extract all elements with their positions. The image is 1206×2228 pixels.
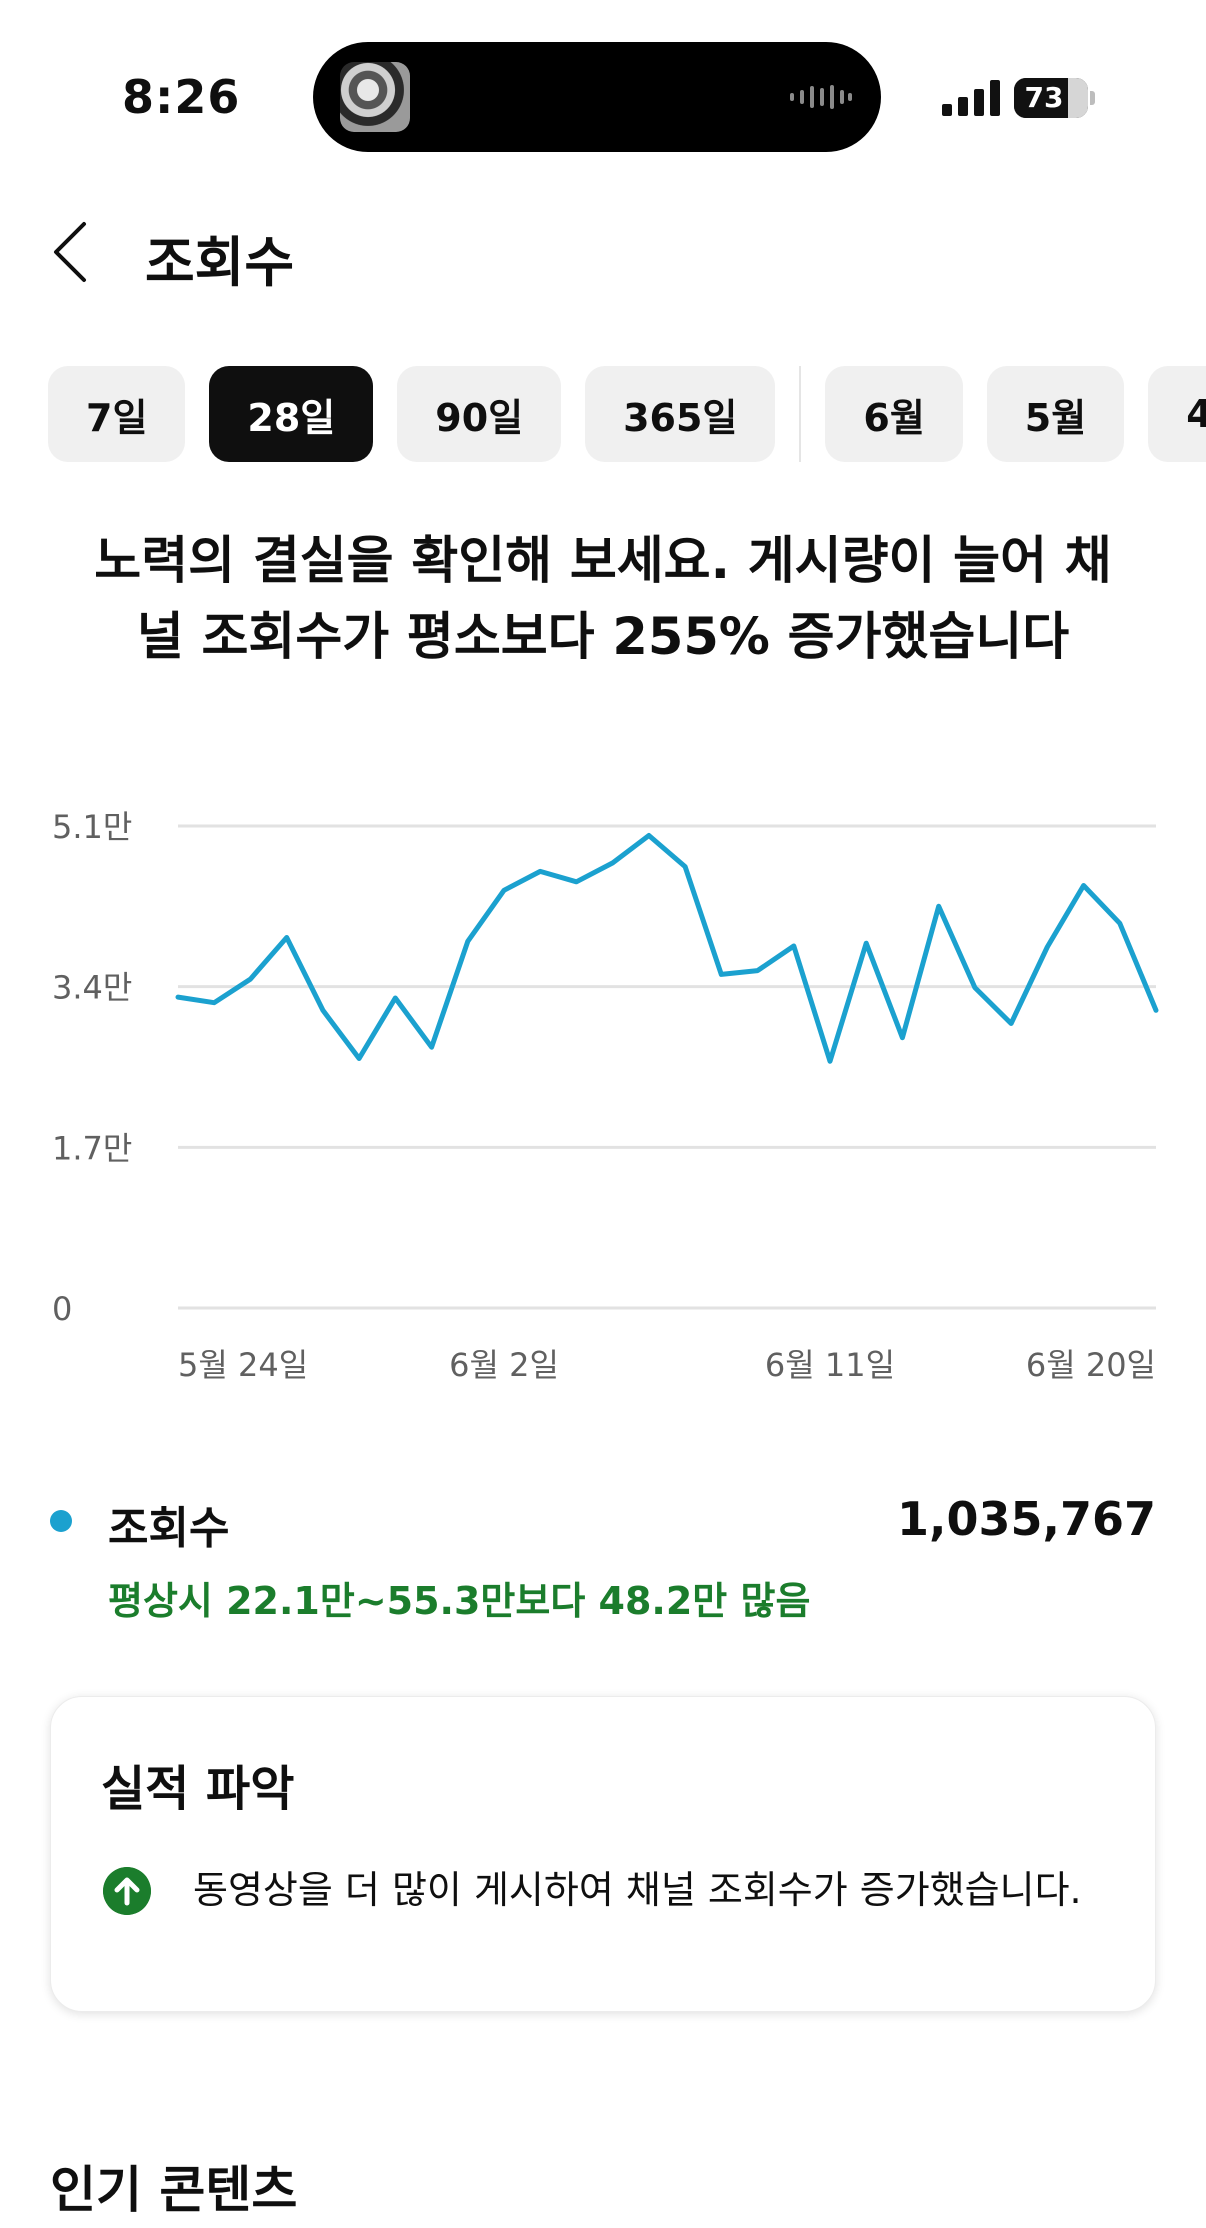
now-playing-artwork [340,62,410,132]
insight-item-text: 동영상을 더 많이 게시하여 채널 조회수가 증가했습니다. [193,1868,1082,1912]
status-time: 8:26 [122,70,241,124]
x-tick-label: 6월 20일 [1026,1346,1156,1384]
y-tick-label: 1.7만 [52,1129,132,1167]
y-tick-label: 5.1만 [52,808,132,846]
page-title: 조회수 [145,231,295,294]
battery-icon: 73 [1014,78,1088,118]
audio-waveform-icon [790,85,852,109]
battery-cap [1090,91,1095,105]
chip-365-days[interactable]: 365일 [585,366,776,462]
chip-may[interactable]: 5월 [986,366,1125,462]
headline-line-2: 널 조회수가 평소보다 255% 증가했습니다 [136,608,1070,667]
battery-level: 73 [1024,81,1064,114]
popular-content-heading: 인기 콘텐츠 [50,2161,298,2219]
x-tick-label: 6월 11일 [765,1346,895,1384]
chip-90-days[interactable]: 90일 [397,366,562,462]
chip-7-days[interactable]: 7일 [48,366,186,462]
cellular-signal-icon [942,80,1000,116]
metric-total-value: 1,035,767 [897,1492,1156,1546]
period-filter-chips: 7일 28일 90일 365일 6월 5월 4 [48,366,1206,462]
chip-divider [799,366,802,462]
insight-card[interactable]: 실적 파악 동영상을 더 많이 게시하여 채널 조회수가 증가했습니다. [50,1696,1156,2012]
metric-comparison-text: 평상시 22.1만~55.3만보다 48.2만 많음 [108,1579,811,1623]
series-line-views[interactable] [175,833,1159,1064]
series-legend-dot [50,1510,72,1532]
back-arrow-icon[interactable] [50,220,90,284]
x-tick-label: 5월 24일 [178,1346,308,1384]
performance-headline: 노력의 결실을 확인해 보세요. 게시량이 늘어 채 널 조회수가 평소보다 2… [40,524,1166,676]
x-tick-label: 6월 2일 [449,1346,559,1384]
insight-card-title: 실적 파악 [101,1761,295,1817]
y-tick-label: 0 [52,1290,72,1328]
views-line-chart[interactable]: 5.1만 3.4만 1.7만 0 5월 24일 6월 2일 6월 11일 6월 20일 [0,780,1206,1400]
metric-label: 조회수 [108,1503,230,1554]
headline-line-1: 노력의 결실을 확인해 보세요. 게시량이 늘어 채 [94,532,1112,591]
chip-june[interactable]: 6월 [825,366,963,462]
arrow-up-icon [103,1867,151,1915]
chip-april[interactable]: 4 [1148,366,1206,462]
y-tick-label: 3.4만 [52,969,132,1007]
chip-28-days[interactable]: 28일 [209,366,374,462]
